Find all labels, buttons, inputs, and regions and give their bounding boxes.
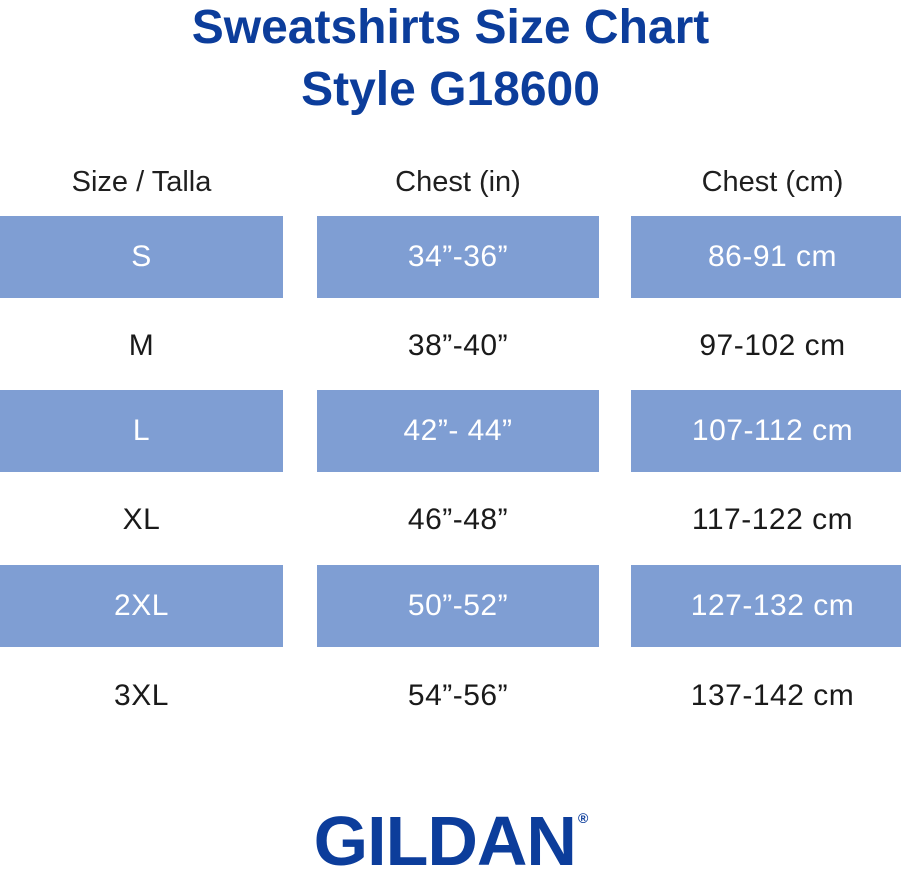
chest-cm-cell: 86-91 cm — [631, 216, 901, 298]
size-cell: S — [0, 216, 283, 298]
registered-mark: ® — [577, 810, 588, 826]
gildan-logo: GILDAN ® — [0, 778, 901, 881]
chest-cm-cell: 117-122 cm — [631, 479, 901, 561]
size-cell: 3XL — [0, 655, 283, 737]
chest-cm-cell: 107-112 cm — [631, 390, 901, 472]
chest-in-cell: 46”-48” — [317, 479, 599, 561]
size-cell: 2XL — [0, 565, 283, 647]
chest-cm-cell: 97-102 cm — [631, 305, 901, 387]
chest-in-cell: 54”-56” — [317, 655, 599, 737]
column-header-chest-in: Chest (in) — [395, 166, 521, 198]
chest-in-cell: 34”-36” — [317, 216, 599, 298]
size-cell: XL — [0, 479, 283, 561]
chart-title: Sweatshirts Size Chart — [191, 1, 710, 54]
size-cell: L — [0, 390, 283, 472]
chest-in-cell: 42”- 44” — [317, 390, 599, 472]
chest-in-cell: 38”-40” — [317, 305, 599, 387]
chest-cm-cell: 137-142 cm — [631, 655, 901, 737]
brand-name: GILDAN — [313, 802, 577, 880]
column-header-size: Size / Talla — [71, 166, 212, 198]
size-cell: M — [0, 305, 283, 387]
chart-subtitle-style: Style G18600 — [301, 63, 600, 116]
chest-in-cell: 50”-52” — [317, 565, 599, 647]
column-header-chest-cm: Chest (cm) — [701, 166, 844, 198]
chest-cm-cell: 127-132 cm — [631, 565, 901, 647]
